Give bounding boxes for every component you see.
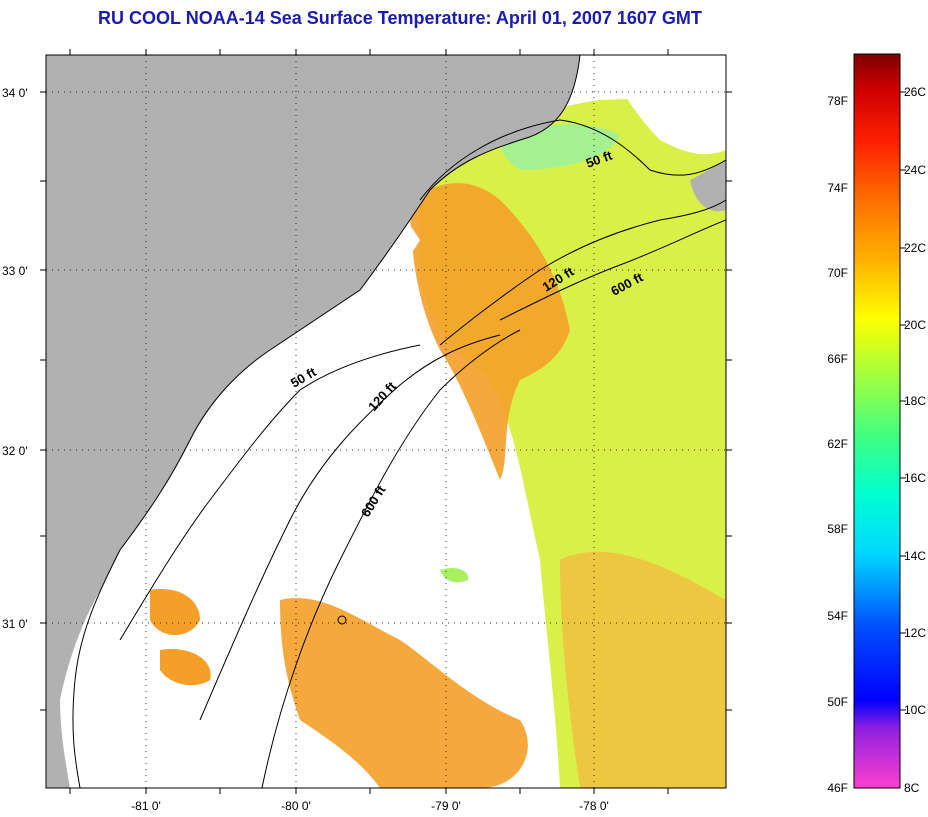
cb-f-62: 62F xyxy=(827,437,848,451)
cb-c-14: 14C xyxy=(904,549,926,563)
cb-f-66: 66F xyxy=(827,352,848,366)
cb-c-12: 12C xyxy=(904,626,926,640)
cb-c-10: 10C xyxy=(904,703,926,717)
cb-f-74: 74F xyxy=(827,181,848,195)
warm-patch-south xyxy=(280,598,528,788)
cb-f-58: 58F xyxy=(827,522,848,536)
lat-label-33: 33 0' xyxy=(2,264,28,278)
lat-label-31: 31 0' xyxy=(2,617,28,631)
colorbar xyxy=(853,53,901,789)
lon-label-81: -81 0' xyxy=(131,799,161,813)
warm-patch-southeast xyxy=(560,551,726,788)
cb-f-50: 50F xyxy=(827,695,848,709)
isobath-600ft-south xyxy=(261,329,521,788)
buoy-marker xyxy=(337,615,347,625)
cb-c-22: 22C xyxy=(904,241,926,255)
cb-f-46: 46F xyxy=(827,781,848,795)
colorbar-fahrenheit-labels: 78F 74F 70F 66F 62F 58F 54F 50F 46F xyxy=(827,94,848,795)
lon-label-78: -78 0' xyxy=(579,799,609,813)
colorbar-celsius-labels: 26C 24C 22C 20C 18C 16C 14C 12C 10C 8C xyxy=(904,85,926,795)
isobath-50ft-north xyxy=(419,119,726,201)
warm-patch-west-1 xyxy=(150,589,200,635)
cb-c-26: 26C xyxy=(904,85,926,99)
lon-label-80: -80 0' xyxy=(281,799,311,813)
isobath-600ft-north xyxy=(499,219,726,321)
coastal-cloud-strip xyxy=(60,225,420,788)
map-frame xyxy=(45,54,727,789)
north-cloud-patch xyxy=(600,55,726,155)
lon-label-79: -79 0' xyxy=(431,799,461,813)
lat-label-34: 34 0' xyxy=(2,86,28,100)
cb-c-20: 20C xyxy=(904,318,926,332)
map-panel: 50 ft 120 ft 600 ft 50 ft 120 ft 600 ft xyxy=(46,55,726,788)
cb-c-18: 18C xyxy=(904,394,926,408)
cape-land xyxy=(690,160,726,212)
green-patch xyxy=(440,568,469,583)
warm-shelf-band xyxy=(410,183,570,480)
cb-c-24: 24C xyxy=(904,163,926,177)
coastline xyxy=(72,55,581,788)
land-mass xyxy=(46,55,580,788)
colorbar-ticks xyxy=(900,91,906,711)
cb-c-16: 16C xyxy=(904,471,926,485)
cb-f-54: 54F xyxy=(827,609,848,623)
cb-f-70: 70F xyxy=(827,266,848,280)
isobath-120ft-south xyxy=(199,334,501,721)
map-title: RU COOL NOAA-14 Sea Surface Temperature:… xyxy=(98,8,702,28)
lat-label-32: 32 0' xyxy=(2,444,28,458)
graticule xyxy=(46,55,726,788)
cb-c-8: 8C xyxy=(904,781,920,795)
warm-patch-west-2 xyxy=(160,649,211,686)
cb-f-78: 78F xyxy=(827,94,848,108)
isobath-50ft-south xyxy=(119,344,421,641)
axis-ticks xyxy=(40,49,732,794)
isobath-120ft-north xyxy=(439,199,726,346)
